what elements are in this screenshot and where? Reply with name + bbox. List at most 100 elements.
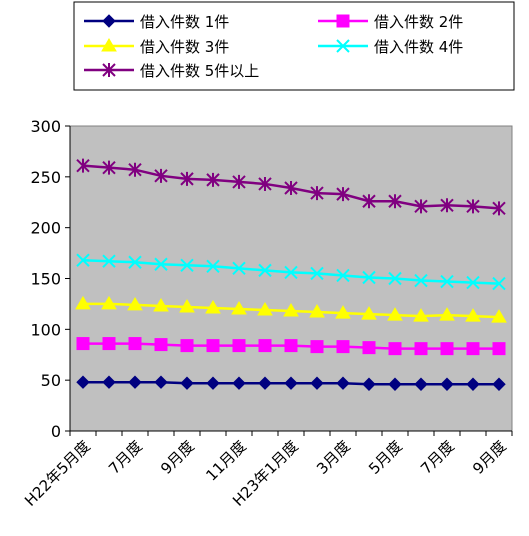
data-point <box>154 338 168 352</box>
legend-item: 借入件数 1件 <box>84 13 229 31</box>
data-point <box>336 340 350 354</box>
data-point <box>414 377 428 391</box>
series-4 <box>76 253 506 291</box>
data-point <box>102 337 116 351</box>
legend-label: 借入件数 2件 <box>374 13 463 31</box>
legend-marker <box>102 14 116 28</box>
data-point <box>309 304 325 318</box>
y-tick-label: 250 <box>30 168 61 187</box>
data-point <box>440 377 454 391</box>
legend-item: 借入件数 5件以上 <box>84 62 259 80</box>
data-point <box>76 375 90 389</box>
data-point <box>75 295 91 310</box>
data-point <box>492 342 506 356</box>
x-tick-label: H22年5月度 <box>21 437 94 510</box>
data-point <box>258 339 272 353</box>
data-point <box>128 255 142 269</box>
data-point <box>257 302 273 316</box>
data-point <box>231 301 247 315</box>
data-point <box>388 377 402 391</box>
legend-label: 借入件数 1件 <box>140 13 229 31</box>
data-point <box>362 377 376 391</box>
data-point <box>206 376 220 390</box>
data-point <box>154 168 168 183</box>
data-point <box>127 296 143 311</box>
series-lines <box>75 158 507 391</box>
data-point <box>258 176 272 191</box>
data-point <box>491 309 507 323</box>
data-point <box>466 275 480 290</box>
data-point <box>232 339 246 353</box>
data-point <box>362 341 376 355</box>
legend-label: 借入件数 3件 <box>140 38 229 56</box>
data-point <box>154 375 168 389</box>
data-point <box>101 295 117 310</box>
data-point <box>284 339 298 353</box>
data-point <box>180 258 194 272</box>
data-point <box>206 339 220 353</box>
legend-label: 借入件数 5件以上 <box>140 62 259 80</box>
x-tick-label: 9月度 <box>469 437 510 478</box>
y-tick-label: 150 <box>30 270 61 289</box>
legend-marker <box>336 14 350 28</box>
y-tick-label: 200 <box>30 219 61 238</box>
data-point <box>414 199 428 214</box>
data-point <box>283 303 299 317</box>
y-tick-label: 100 <box>30 320 61 339</box>
series-3 <box>75 295 507 323</box>
data-point <box>284 181 298 196</box>
x-tick-label: 7月度 <box>417 437 458 478</box>
data-point <box>387 307 403 321</box>
data-point <box>336 376 350 390</box>
data-point <box>180 339 194 353</box>
y-axis: 0 50 100 150 200 250 300 <box>30 117 71 441</box>
data-point <box>466 199 480 214</box>
data-point <box>466 342 480 356</box>
data-point <box>361 306 377 320</box>
x-tick-label: 5月度 <box>365 437 406 478</box>
data-point <box>205 299 221 314</box>
x-tick-label: 9月度 <box>157 437 198 478</box>
data-point <box>414 342 428 356</box>
data-point <box>206 172 220 187</box>
data-point <box>492 377 506 391</box>
data-point <box>362 194 376 209</box>
legend-marker <box>101 38 117 52</box>
y-tick-label: 50 <box>41 371 61 390</box>
data-point <box>388 342 402 356</box>
data-point <box>153 297 169 312</box>
series-1 <box>76 375 506 391</box>
x-tick-label: 3月度 <box>313 437 354 478</box>
data-point <box>362 270 376 285</box>
data-point <box>310 266 324 281</box>
data-point <box>76 253 90 267</box>
data-point <box>179 298 195 313</box>
data-point <box>128 375 142 389</box>
data-point <box>128 337 142 351</box>
legend-label: 借入件数 4件 <box>374 38 463 56</box>
data-point <box>414 273 428 288</box>
data-point <box>76 337 90 351</box>
data-point <box>154 257 168 271</box>
data-point <box>232 261 246 276</box>
legend-item: 借入件数 3件 <box>84 38 229 56</box>
data-point <box>258 376 272 390</box>
data-point <box>180 171 194 186</box>
x-tick-label: 11月度 <box>202 437 249 484</box>
series-5 <box>76 158 506 216</box>
data-point <box>466 377 480 391</box>
legend-box <box>73 1 515 91</box>
data-point <box>232 174 246 189</box>
data-point <box>102 375 116 389</box>
data-point <box>310 340 324 354</box>
data-point <box>128 162 142 177</box>
data-point <box>258 263 272 278</box>
data-point <box>492 276 506 291</box>
data-point <box>439 307 455 321</box>
y-tick-label: 0 <box>51 422 61 441</box>
data-point <box>336 268 350 283</box>
x-tick-label: 7月度 <box>105 437 146 478</box>
